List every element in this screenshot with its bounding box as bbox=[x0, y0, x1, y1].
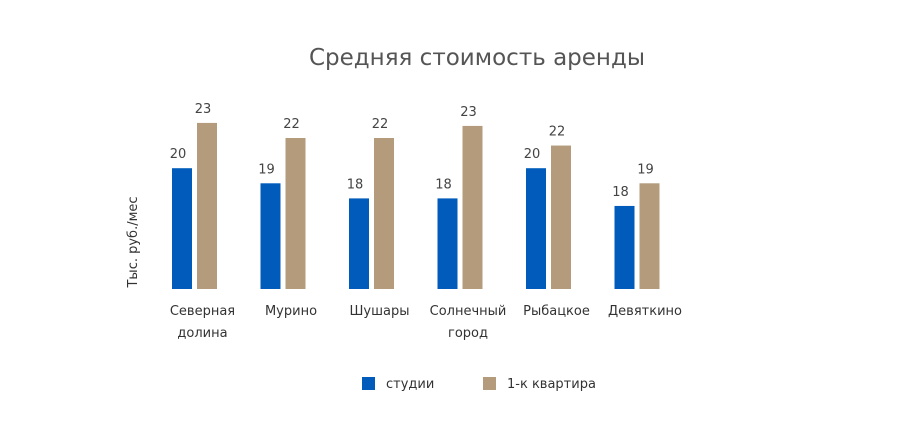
bar-one-room bbox=[197, 122, 217, 290]
category-label: Северная bbox=[170, 304, 235, 319]
bar-studio bbox=[349, 198, 369, 289]
bar-one-room bbox=[551, 145, 571, 289]
bar-studio bbox=[614, 205, 635, 289]
legend: студии 1-к квартира bbox=[362, 377, 596, 392]
data-label: 18 bbox=[347, 177, 364, 192]
category-label: долина bbox=[177, 326, 227, 341]
bar-one-room bbox=[639, 183, 660, 289]
data-label: 23 bbox=[195, 102, 212, 117]
bar-studio bbox=[526, 168, 546, 289]
data-label: 22 bbox=[549, 125, 566, 140]
data-label: 22 bbox=[283, 117, 300, 132]
legend-swatch bbox=[483, 377, 496, 390]
data-label: 20 bbox=[524, 147, 541, 162]
y-axis-label: Тыс. руб./мес bbox=[126, 196, 141, 288]
bar-studio bbox=[172, 168, 192, 289]
category-label: Рыбацкое bbox=[523, 304, 590, 319]
data-label: 19 bbox=[258, 162, 275, 177]
data-label: 18 bbox=[435, 177, 452, 192]
data-label: 18 bbox=[612, 185, 629, 200]
data-label: 22 bbox=[372, 117, 389, 132]
category-label: Солнечный bbox=[430, 304, 507, 319]
data-label: 23 bbox=[460, 105, 477, 120]
bar-one-room bbox=[374, 138, 394, 289]
category-label: Шушары bbox=[350, 304, 410, 319]
category-label: Мурино bbox=[265, 304, 317, 319]
bar-one-room bbox=[462, 125, 483, 289]
legend-label: 1-к квартира bbox=[507, 377, 596, 392]
legend-label: студии bbox=[386, 377, 434, 392]
bar-studio bbox=[437, 198, 458, 289]
category-label: город bbox=[448, 326, 488, 341]
legend-swatch bbox=[362, 377, 375, 390]
data-label: 19 bbox=[637, 162, 654, 177]
chart-title: Средняя стоимость аренды bbox=[309, 45, 645, 71]
data-label: 20 bbox=[170, 147, 187, 162]
bar-studio bbox=[260, 183, 281, 289]
bar-one-room bbox=[285, 138, 306, 289]
category-label: Девяткино bbox=[608, 304, 682, 319]
